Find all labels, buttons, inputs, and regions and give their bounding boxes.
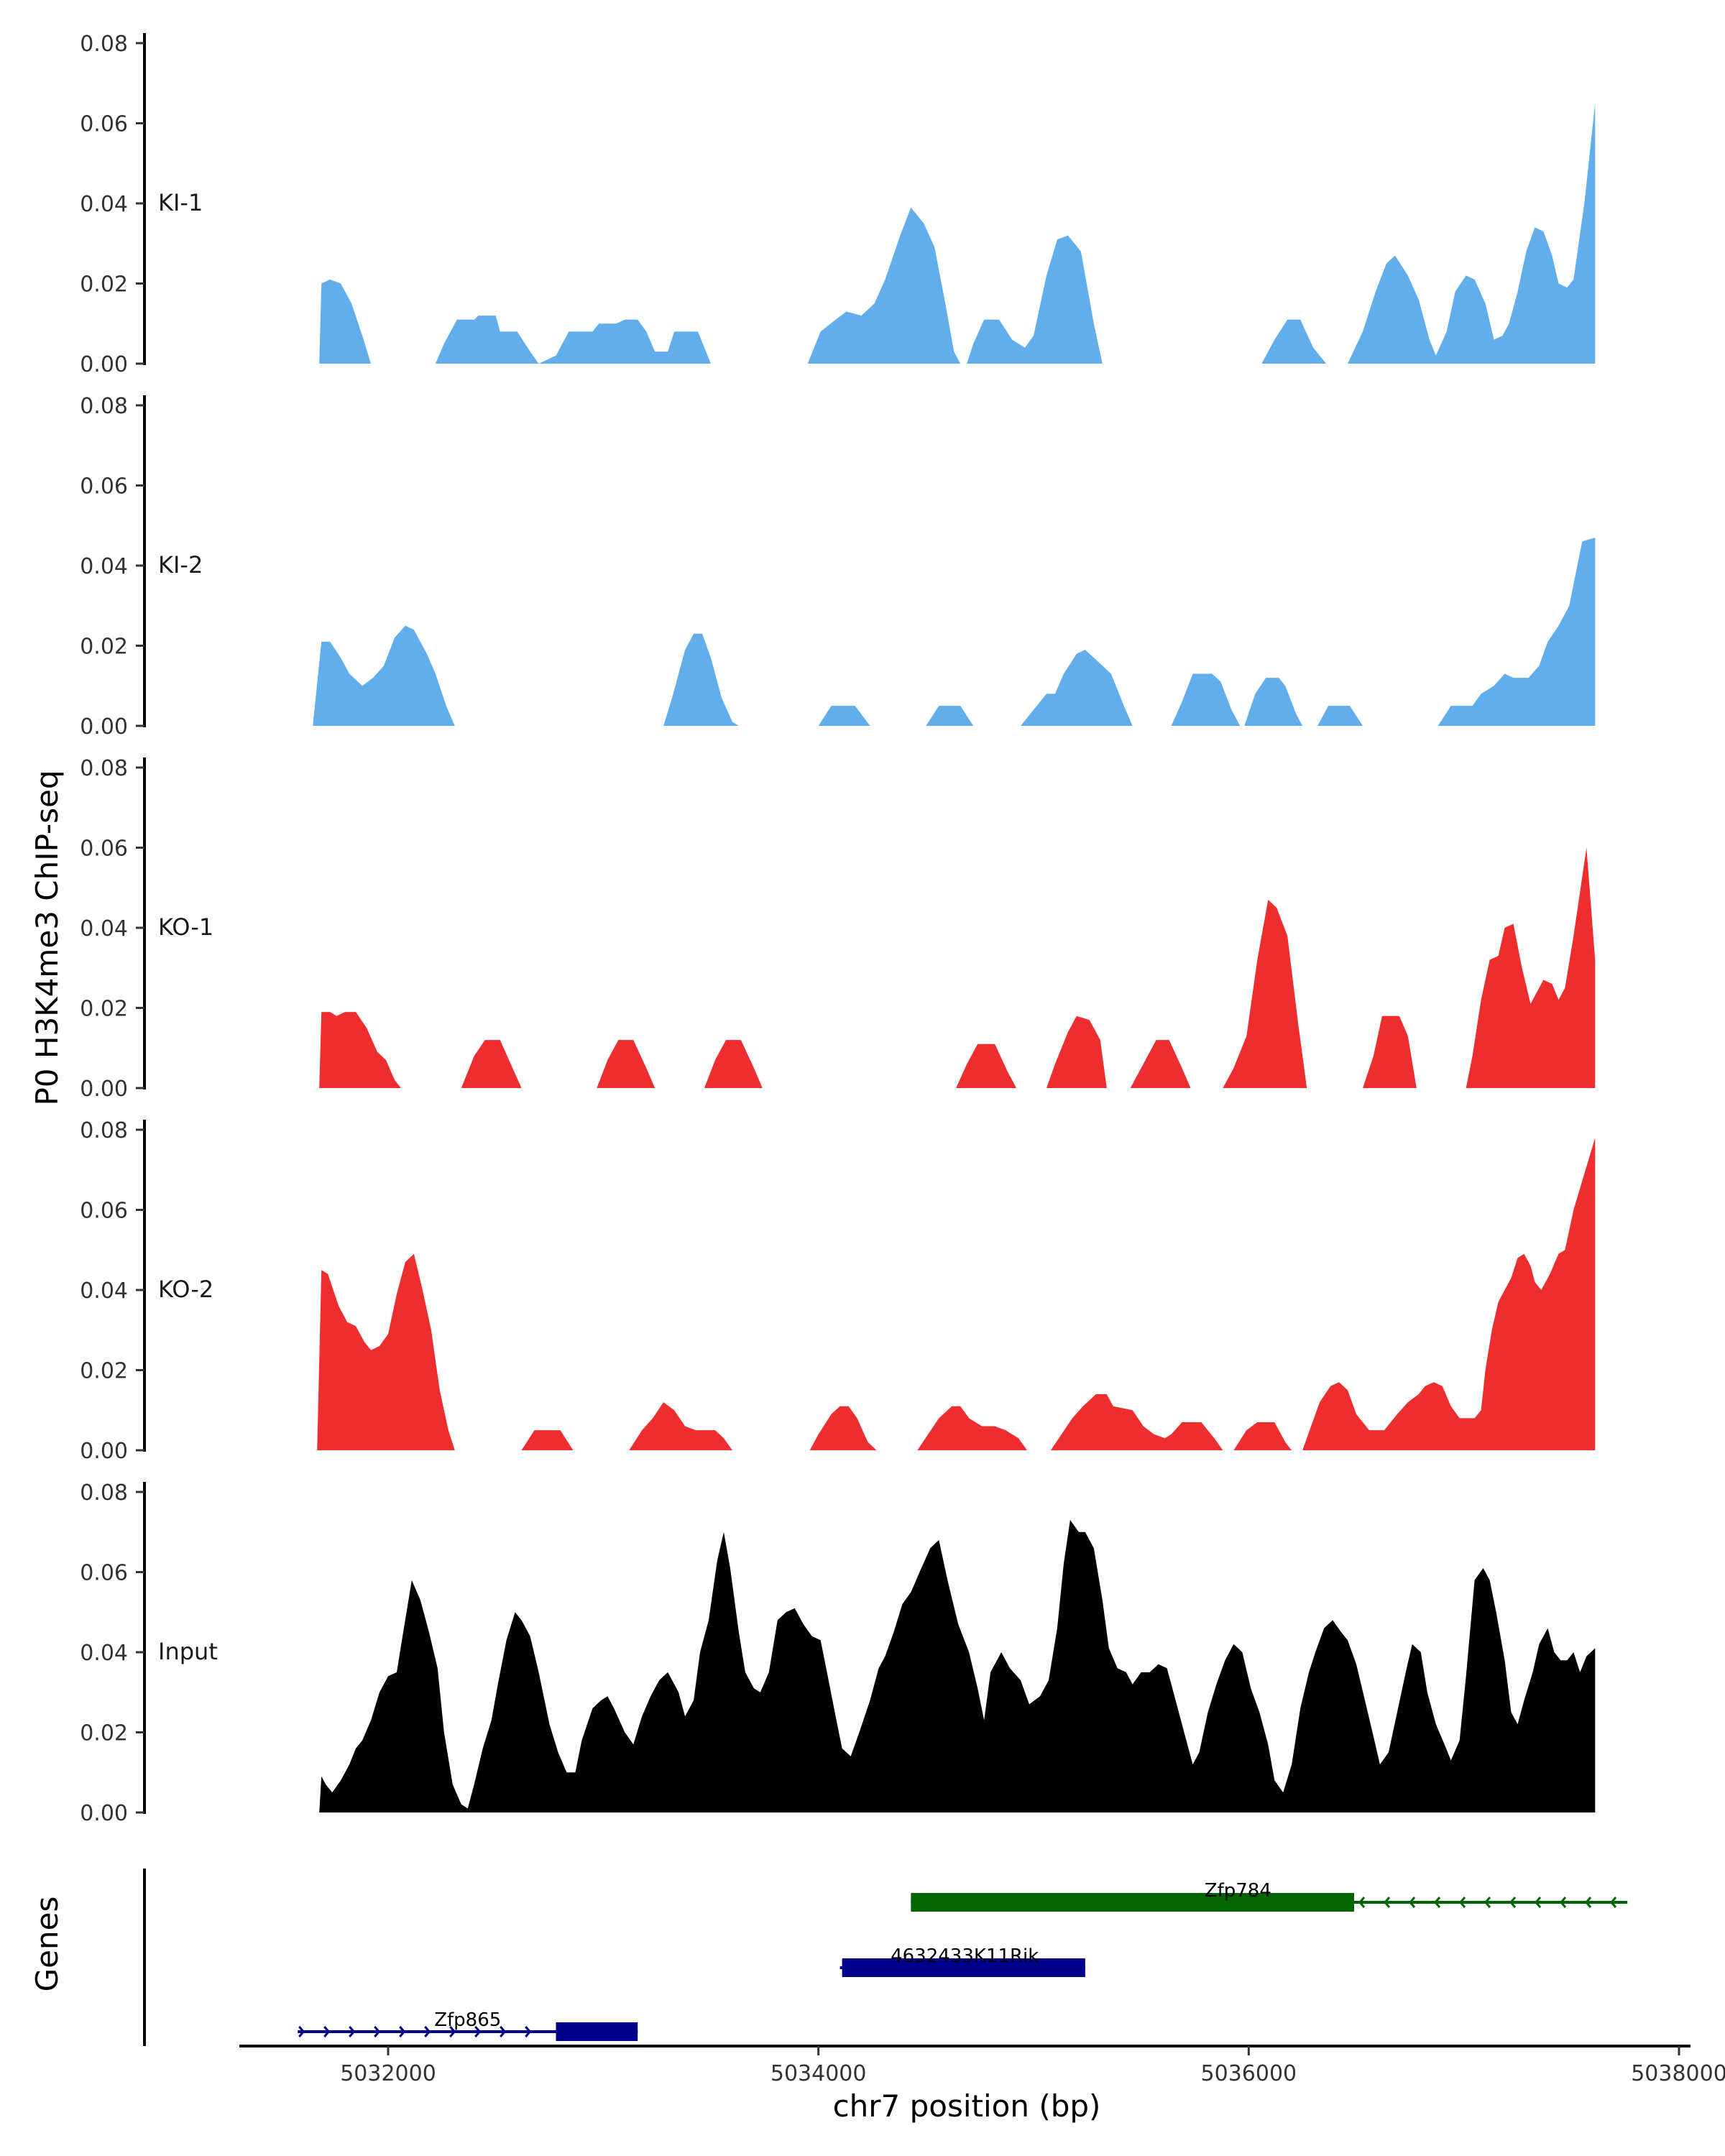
strand-arrow <box>1509 1897 1517 1908</box>
y-tick-label: 0.06 <box>80 474 128 499</box>
y-tick-label: 0.00 <box>80 352 128 377</box>
gene-annotation-track: Zfp784 4632433K11Rik Zfp865 <box>143 1869 1628 2046</box>
y-tick-label: 0.02 <box>80 1359 128 1384</box>
x-axis: 5032000 5034000 5036000 5038000 <box>239 2045 1725 2086</box>
track-label: KO-1 <box>158 913 213 941</box>
gene-label: Zfp865 <box>434 2009 501 2031</box>
strand-arrow <box>1610 1897 1617 1908</box>
track-ki-2: 0.00 0.02 0.04 0.06 0.08 KI-2 <box>80 394 1596 740</box>
gene-zfp865: Zfp865 <box>298 2009 638 2041</box>
strand-arrow <box>374 2026 381 2037</box>
y-tick-label: 0.00 <box>80 714 128 740</box>
strand-arrow <box>1358 1897 1366 1908</box>
y-tick-label: 0.06 <box>80 1199 128 1224</box>
gene-exon-block <box>842 1958 1085 1977</box>
coverage-area-ki-1 <box>319 103 1596 364</box>
x-tick-label: 5038000 <box>1631 2061 1725 2086</box>
y-tick-label: 0.04 <box>80 192 128 217</box>
genes-track-title: Genes <box>29 1897 65 1992</box>
strand-arrow <box>298 2026 305 2037</box>
y-tick-label: 0.04 <box>80 916 128 941</box>
y-tick-label: 0.02 <box>80 997 128 1022</box>
coverage-tracks: 0.00 0.02 0.04 0.06 0.08 KI-1 0.00 0.02 0.04 0.06… <box>80 32 1596 1826</box>
gene-zfp784: Zfp784 <box>911 1880 1628 1912</box>
y-tick-label: 0.00 <box>80 1801 128 1826</box>
strand-arrow <box>1585 1897 1592 1908</box>
y-tick-label: 0.08 <box>80 32 128 57</box>
gene-4632433k11rik: 4632433K11Rik <box>840 1945 1085 1977</box>
track-label: Input <box>158 1638 218 1665</box>
strand-arrow <box>1459 1897 1466 1908</box>
strand-arrow <box>1434 1897 1441 1908</box>
track-ko-1: 0.00 0.02 0.04 0.06 0.08 KO-1 <box>80 756 1596 1102</box>
y-tick-label: 0.06 <box>80 837 128 862</box>
y-tick-label: 0.04 <box>80 554 128 579</box>
strand-arrow <box>1484 1897 1491 1908</box>
gene-label: Zfp784 <box>1205 1880 1271 1902</box>
y-tick-label: 0.08 <box>80 1480 128 1506</box>
strand-arrow <box>1535 1897 1542 1908</box>
coverage-area-ki-2 <box>313 538 1596 726</box>
track-ko-2: 0.00 0.02 0.04 0.06 0.08 KO-2 <box>80 1118 1596 1464</box>
y-tick-label: 0.02 <box>80 635 128 660</box>
y-tick-label: 0.04 <box>80 1641 128 1666</box>
strand-arrow <box>424 2026 431 2037</box>
y-tick-label: 0.08 <box>80 1118 128 1143</box>
track-label: KO-2 <box>158 1276 213 1303</box>
coverage-area-input <box>319 1520 1596 1812</box>
x-axis-title: chr7 position (bp) <box>833 2088 1101 2124</box>
strand-arrow <box>449 2026 456 2037</box>
strand-arrow <box>1409 1897 1416 1908</box>
y-tick-label: 0.00 <box>80 1077 128 1102</box>
strand-arrow <box>1384 1897 1391 1908</box>
strand-arrow <box>500 2026 507 2037</box>
track-input: 0.00 0.02 0.04 0.06 0.08 Input <box>80 1480 1596 1826</box>
y-tick-label: 0.02 <box>80 272 128 298</box>
y-axis-title: P0 H3K4me3 ChIP-seq <box>29 770 65 1105</box>
gene-exon-block <box>911 1893 1355 1912</box>
x-tick-label: 5036000 <box>1201 2061 1297 2086</box>
track-label: KI-2 <box>158 551 203 579</box>
strand-arrow <box>399 2026 406 2037</box>
strand-arrow <box>474 2026 482 2037</box>
strand-arrow <box>323 2026 331 2037</box>
y-tick-label: 0.06 <box>80 112 128 137</box>
gene-exon-block <box>556 2022 638 2041</box>
y-tick-label: 0.00 <box>80 1439 128 1464</box>
y-tick-label: 0.06 <box>80 1561 128 1586</box>
coverage-area-ko-1 <box>319 847 1596 1088</box>
track-label: KI-1 <box>158 189 203 216</box>
y-tick-label: 0.08 <box>80 394 128 419</box>
coverage-area-ko-2 <box>317 1138 1596 1450</box>
strand-arrow <box>349 2026 356 2037</box>
strand-arrow <box>1560 1897 1567 1908</box>
x-tick-label: 5034000 <box>770 2061 867 2086</box>
y-tick-label: 0.02 <box>80 1721 128 1746</box>
gene-label: 4632433K11Rik <box>891 1945 1039 1967</box>
track-ki-1: 0.00 0.02 0.04 0.06 0.08 KI-1 <box>80 32 1596 377</box>
y-tick-label: 0.08 <box>80 756 128 781</box>
strand-arrow <box>525 2026 532 2037</box>
y-tick-label: 0.04 <box>80 1279 128 1304</box>
x-tick-label: 5032000 <box>340 2061 436 2086</box>
